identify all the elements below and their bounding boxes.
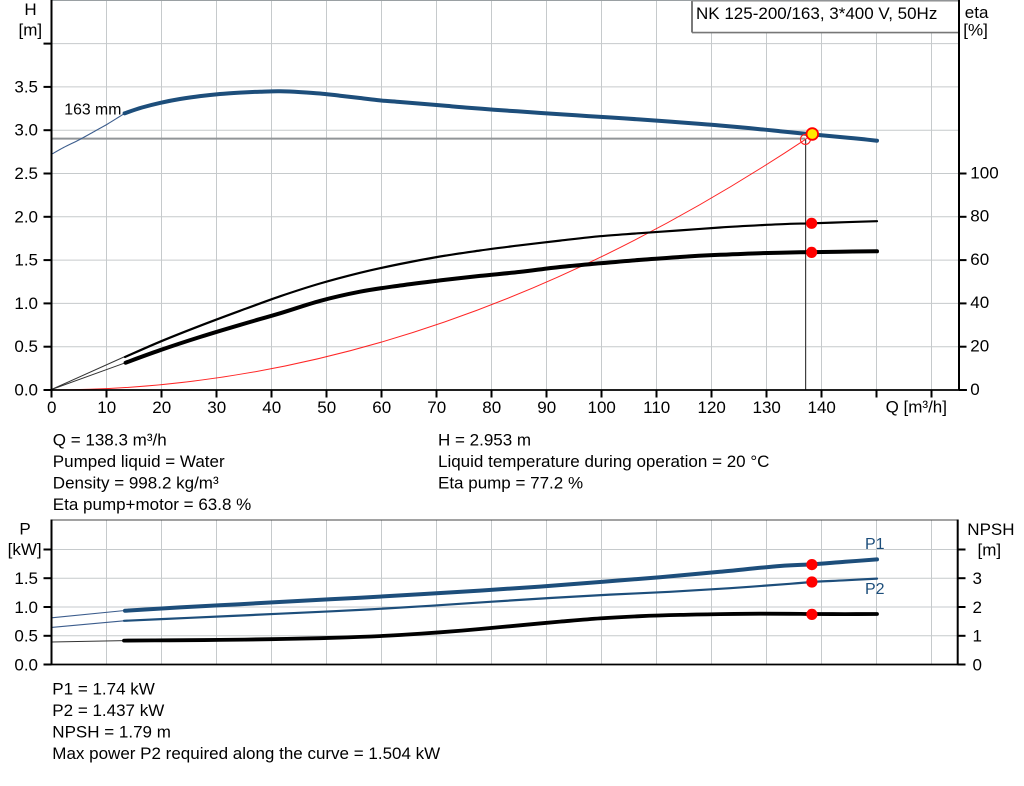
svg-text:NPSH: NPSH <box>967 520 1014 539</box>
svg-text:30: 30 <box>207 398 226 417</box>
svg-text:0.5: 0.5 <box>14 337 38 356</box>
svg-text:70: 70 <box>427 398 446 417</box>
svg-text:60: 60 <box>970 250 989 269</box>
svg-text:Max power P2 required along th: Max power P2 required along the curve = … <box>52 744 440 763</box>
svg-text:20: 20 <box>970 337 989 356</box>
svg-text:[m]: [m] <box>18 20 42 39</box>
svg-text:P2 = 1.437 kW: P2 = 1.437 kW <box>52 701 164 720</box>
svg-text:[m]: [m] <box>978 541 1002 560</box>
svg-text:1: 1 <box>973 627 982 646</box>
svg-text:1.5: 1.5 <box>14 251 38 270</box>
svg-text:60: 60 <box>372 398 391 417</box>
svg-text:Liquid temperature during oper: Liquid temperature during operation = 20… <box>438 452 769 471</box>
svg-text:NPSH = 1.79 m: NPSH = 1.79 m <box>52 723 171 742</box>
svg-text:100: 100 <box>970 163 998 182</box>
svg-text:P2: P2 <box>865 581 885 598</box>
svg-text:2.5: 2.5 <box>14 164 38 183</box>
svg-text:Q [m³/h]: Q [m³/h] <box>886 398 947 417</box>
svg-text:0.0: 0.0 <box>14 381 38 400</box>
svg-text:eta: eta <box>965 3 989 22</box>
svg-text:0: 0 <box>973 655 982 674</box>
svg-text:50: 50 <box>317 398 336 417</box>
svg-text:1.0: 1.0 <box>14 598 38 617</box>
svg-text:90: 90 <box>537 398 556 417</box>
svg-text:20: 20 <box>152 398 171 417</box>
svg-text:80: 80 <box>970 207 989 226</box>
svg-text:0: 0 <box>47 398 56 417</box>
svg-text:1.0: 1.0 <box>14 294 38 313</box>
svg-text:163 mm: 163 mm <box>64 102 121 119</box>
svg-text:120: 120 <box>698 398 726 417</box>
svg-text:[%]: [%] <box>963 21 988 40</box>
svg-text:10: 10 <box>97 398 116 417</box>
svg-text:3: 3 <box>973 569 982 588</box>
svg-text:1.5: 1.5 <box>14 569 38 588</box>
svg-text:0.5: 0.5 <box>14 627 38 646</box>
svg-text:P1 = 1.74 kW: P1 = 1.74 kW <box>52 680 155 699</box>
svg-text:130: 130 <box>753 398 781 417</box>
svg-text:H: H <box>24 0 36 19</box>
svg-text:40: 40 <box>262 398 281 417</box>
svg-text:Density = 998.2 kg/m³: Density = 998.2 kg/m³ <box>53 473 219 492</box>
svg-text:3.5: 3.5 <box>14 77 38 96</box>
svg-text:H = 2.953 m: H = 2.953 m <box>438 430 531 449</box>
svg-text:P1: P1 <box>865 536 885 553</box>
svg-text:Pumped liquid = Water: Pumped liquid = Water <box>53 452 225 471</box>
svg-text:100: 100 <box>588 398 616 417</box>
svg-text:110: 110 <box>643 398 670 417</box>
svg-text:140: 140 <box>808 398 836 417</box>
svg-text:Eta pump = 77.2 %: Eta pump = 77.2 % <box>438 473 583 492</box>
svg-text:0.0: 0.0 <box>14 655 38 674</box>
svg-text:2: 2 <box>973 598 982 617</box>
svg-text:2.0: 2.0 <box>14 207 38 226</box>
svg-text:40: 40 <box>970 293 989 312</box>
svg-text:[kW]: [kW] <box>8 540 42 559</box>
svg-text:Eta pump+motor = 63.8 %: Eta pump+motor = 63.8 % <box>53 495 251 514</box>
svg-text:Q = 138.3 m³/h: Q = 138.3 m³/h <box>53 430 167 449</box>
svg-text:80: 80 <box>482 398 501 417</box>
svg-text:P: P <box>19 519 30 538</box>
svg-text:3.0: 3.0 <box>14 121 38 140</box>
svg-text:NK 125-200/163, 3*400 V, 50Hz: NK 125-200/163, 3*400 V, 50Hz <box>696 4 937 23</box>
svg-text:0: 0 <box>970 380 979 399</box>
